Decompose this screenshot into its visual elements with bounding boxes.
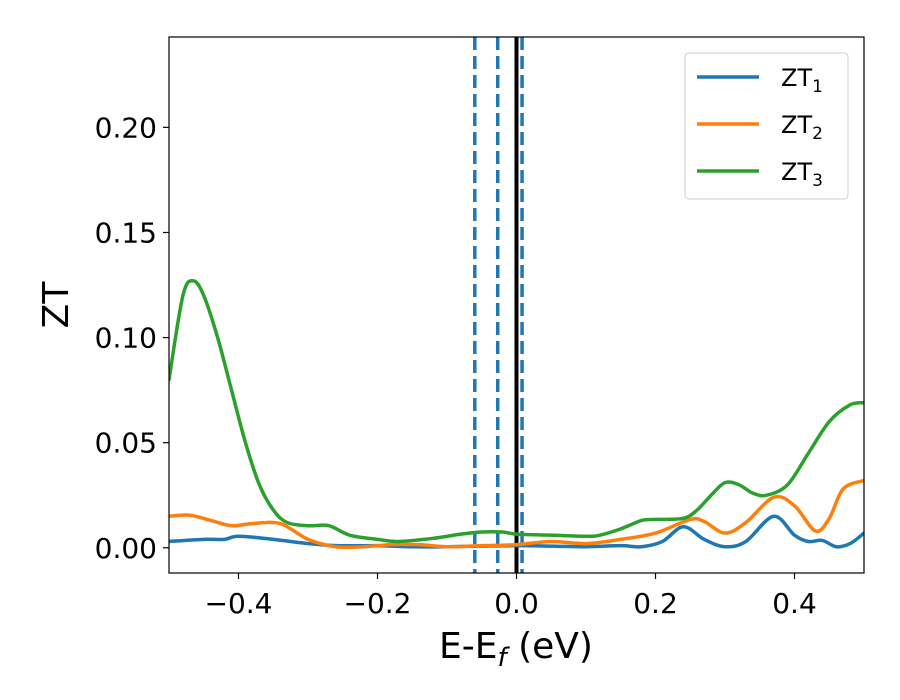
x-tick-label: 0.0 (494, 587, 539, 620)
x-tick-label: −0.4 (205, 587, 273, 620)
series-line-zt3 (169, 279, 864, 544)
x-tick-label: 0.4 (772, 587, 817, 620)
y-axis-ticks: 0.00 0.05 0.10 0.15 0.20 (95, 111, 169, 565)
legend-label-zt3: ZT3 (781, 158, 823, 191)
legend: ZT1 ZT2 ZT3 (684, 52, 849, 200)
series-lines (169, 279, 864, 550)
x-axis-label: E-Ef (eV) (439, 626, 593, 673)
y-tick-label: 0.15 (95, 216, 157, 249)
legend-box (684, 52, 849, 200)
x-tick-label: 0.2 (633, 587, 678, 620)
y-axis-label: ZT (36, 281, 77, 329)
legend-label-zt1: ZT1 (781, 64, 823, 97)
y-tick-label: 0.05 (95, 427, 157, 460)
y-tick-label: 0.00 (95, 532, 157, 565)
legend-label-zt2: ZT2 (781, 111, 823, 144)
vertical-reference-lines (473, 37, 524, 573)
y-tick-label: 0.20 (95, 111, 157, 144)
x-tick-label: −0.2 (344, 587, 412, 620)
series-line-zt1 (169, 514, 864, 549)
y-tick-label: 0.10 (95, 322, 157, 355)
x-axis-ticks: −0.4 −0.2 0.0 0.2 0.4 (205, 573, 817, 620)
series-line-zt2 (169, 478, 864, 550)
